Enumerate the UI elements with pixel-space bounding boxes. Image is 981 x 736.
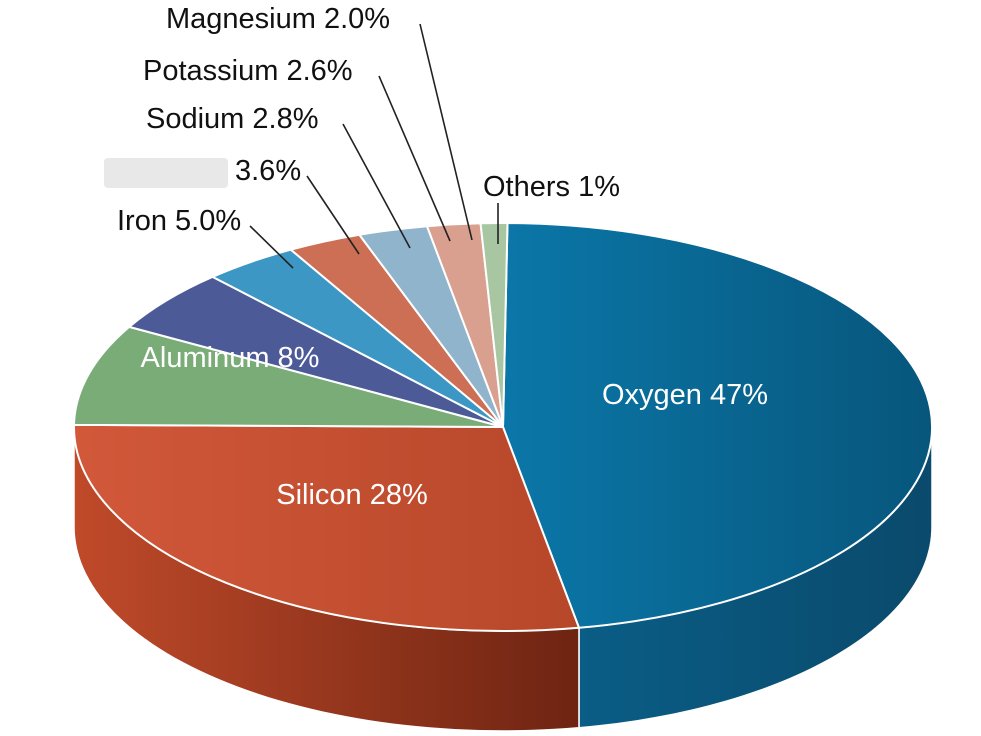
leader-line-sodium	[342, 123, 411, 249]
leader-lines	[249, 23, 499, 269]
label-magnesium: Magnesium 2.0%	[166, 3, 390, 35]
leader-line-segment-4	[306, 175, 360, 255]
slice-oxygen	[502, 222, 934, 629]
label-oxygen: Oxygen 47%	[602, 379, 768, 411]
slice-aluminum	[73, 325, 504, 428]
label-segment-4: 3.6%	[235, 155, 301, 187]
label-aluminum: Aluminum 8%	[141, 342, 320, 374]
leader-line-iron	[249, 225, 294, 269]
pie-slices	[73, 222, 934, 632]
obscured-label-patch	[104, 158, 228, 188]
slice-others	[479, 222, 509, 428]
label-sodium: Sodium 2.8%	[146, 103, 319, 135]
label-iron: Iron 5.0%	[117, 205, 241, 237]
label-others: Others 1%	[483, 171, 620, 203]
slice-silicon	[73, 423, 580, 632]
label-potassium: Potassium 2.6%	[143, 55, 353, 87]
leader-line-potassium	[378, 75, 451, 242]
slice-labels: Oxygen 47% Silicon 28% Aluminum 8% Iron 5.0…	[104, 3, 768, 511]
label-silicon: Silicon 28%	[276, 479, 428, 511]
leader-line-magnesium	[419, 23, 473, 241]
